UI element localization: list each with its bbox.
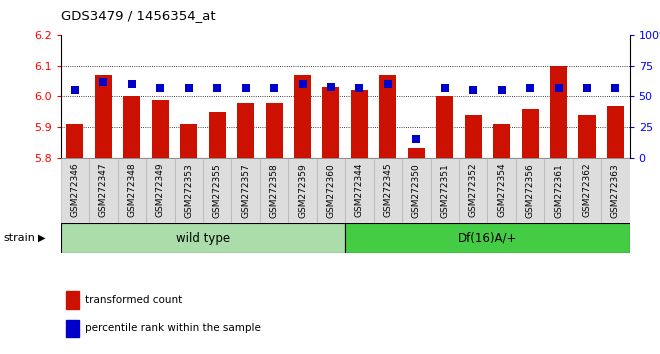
Point [212, 85, 222, 91]
Text: GSM272353: GSM272353 [184, 163, 193, 217]
Bar [117, 158, 146, 223]
Bar [487, 158, 516, 223]
Bar [459, 158, 487, 223]
Bar [493, 124, 510, 158]
Bar [465, 115, 482, 158]
Bar [573, 158, 601, 223]
Bar [578, 115, 595, 158]
Bar [345, 223, 630, 253]
Point [269, 85, 279, 91]
Text: GSM272363: GSM272363 [611, 163, 620, 217]
Bar [379, 75, 397, 158]
Bar [152, 99, 169, 158]
Bar [294, 75, 311, 158]
Point [98, 79, 109, 85]
Text: ▶: ▶ [38, 233, 45, 243]
Bar [61, 158, 89, 223]
Point [383, 81, 393, 87]
Bar [351, 90, 368, 158]
Text: GSM272361: GSM272361 [554, 163, 563, 217]
Text: GDS3479 / 1456354_at: GDS3479 / 1456354_at [61, 9, 215, 22]
Bar [67, 124, 83, 158]
Bar [146, 158, 174, 223]
Text: transformed count: transformed count [84, 295, 182, 305]
Bar [521, 109, 539, 158]
Point [496, 87, 507, 93]
Bar [67, 320, 79, 337]
Text: GSM272348: GSM272348 [127, 163, 137, 217]
Text: GSM272354: GSM272354 [497, 163, 506, 217]
Bar [237, 103, 254, 158]
Bar [232, 158, 260, 223]
Point [440, 85, 450, 91]
Bar [95, 75, 112, 158]
Text: GSM272345: GSM272345 [383, 163, 392, 217]
Bar [174, 158, 203, 223]
Text: GSM272344: GSM272344 [355, 163, 364, 217]
Bar [323, 87, 339, 158]
Text: GSM272358: GSM272358 [269, 163, 279, 217]
Point [70, 87, 81, 93]
Bar [317, 158, 345, 223]
Text: GSM272357: GSM272357 [241, 163, 250, 217]
Point [240, 85, 251, 91]
Bar [260, 158, 288, 223]
Bar [61, 223, 345, 253]
Bar [345, 158, 374, 223]
Point [183, 85, 194, 91]
Bar [288, 158, 317, 223]
Point [325, 84, 336, 90]
Bar [374, 158, 402, 223]
Text: GSM272347: GSM272347 [99, 163, 108, 217]
Bar [265, 103, 282, 158]
Text: GSM272360: GSM272360 [327, 163, 335, 217]
Point [581, 85, 592, 91]
Point [468, 87, 478, 93]
Text: GSM272351: GSM272351 [440, 163, 449, 217]
Bar [408, 148, 425, 158]
Bar [601, 158, 630, 223]
Point [553, 85, 564, 91]
Text: GSM272362: GSM272362 [583, 163, 591, 217]
Bar [203, 158, 232, 223]
Text: GSM272349: GSM272349 [156, 163, 165, 217]
Point [127, 81, 137, 87]
Bar [550, 66, 567, 158]
Text: Df(16)A/+: Df(16)A/+ [458, 232, 517, 245]
Text: wild type: wild type [176, 232, 230, 245]
Point [354, 85, 365, 91]
Bar [402, 158, 430, 223]
Bar [89, 158, 117, 223]
Text: GSM272350: GSM272350 [412, 163, 421, 217]
Bar [180, 124, 197, 158]
Point [411, 136, 422, 142]
Text: GSM272346: GSM272346 [71, 163, 79, 217]
Bar [430, 158, 459, 223]
Text: GSM272352: GSM272352 [469, 163, 478, 217]
Bar [67, 291, 79, 309]
Bar [123, 97, 141, 158]
Text: strain: strain [3, 233, 35, 243]
Bar [544, 158, 573, 223]
Text: percentile rank within the sample: percentile rank within the sample [84, 324, 261, 333]
Bar [209, 112, 226, 158]
Text: GSM272359: GSM272359 [298, 163, 307, 217]
Point [155, 85, 166, 91]
Bar [607, 105, 624, 158]
Point [525, 85, 535, 91]
Text: GSM272356: GSM272356 [525, 163, 535, 217]
Point [297, 81, 308, 87]
Text: GSM272355: GSM272355 [213, 163, 222, 217]
Bar [436, 97, 453, 158]
Point [610, 85, 620, 91]
Bar [516, 158, 544, 223]
